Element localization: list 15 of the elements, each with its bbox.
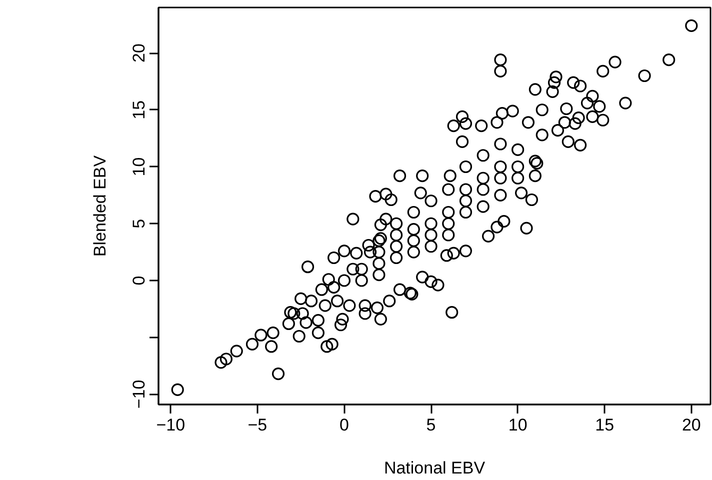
y-tick-label: 20 bbox=[130, 44, 148, 62]
x-tick-label: 20 bbox=[682, 416, 701, 434]
x-tick-label: 5 bbox=[426, 416, 436, 434]
y-tick-label: −10 bbox=[130, 380, 148, 409]
x-tick-label: 15 bbox=[595, 416, 614, 434]
y-axis-title: Blended EBV bbox=[90, 154, 110, 257]
x-tick-label: −5 bbox=[248, 416, 268, 434]
y-tick-label: 15 bbox=[130, 100, 148, 120]
y-tick-label: 5 bbox=[130, 218, 148, 228]
x-tick-label: 0 bbox=[340, 416, 349, 434]
y-tick-label: 10 bbox=[130, 157, 148, 176]
x-tick-label: −10 bbox=[156, 416, 186, 434]
y-tick-label: 0 bbox=[130, 276, 148, 286]
x-tick-label: 10 bbox=[508, 416, 528, 434]
x-axis-title: National EBV bbox=[384, 458, 486, 478]
